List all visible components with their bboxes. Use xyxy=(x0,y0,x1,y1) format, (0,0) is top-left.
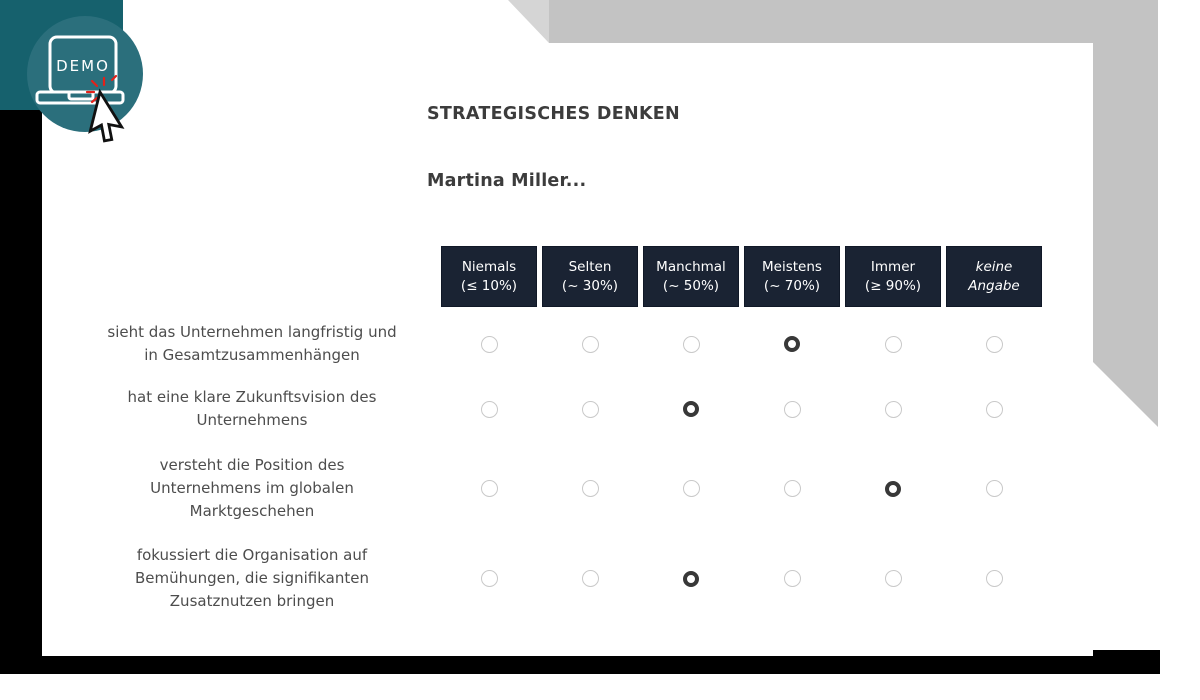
click-burst-icon xyxy=(85,74,118,104)
radio-row2-col2[interactable] xyxy=(682,480,700,497)
matrix-cell xyxy=(542,386,638,432)
matrix-cell xyxy=(441,544,537,613)
gray-ribbon-shape xyxy=(549,0,1158,427)
black-left-frame xyxy=(0,110,42,674)
row-label-1: hat eine klare Zukunftsvision des Untern… xyxy=(127,388,377,429)
radio-row2-col3[interactable] xyxy=(783,480,801,497)
demo-badge: DEMO xyxy=(0,0,143,143)
radio-row2-col4-selected[interactable] xyxy=(885,480,901,497)
column-header-2: Manchmal (~ 50%) xyxy=(643,246,739,307)
black-bottom-frame xyxy=(0,656,1160,674)
demo-badge-label: DEMO xyxy=(56,57,110,75)
subject-name: Martina Miller... xyxy=(427,171,587,191)
radio-row0-col4[interactable] xyxy=(884,335,902,353)
row-label-2: versteht die Position des Unternehmens i… xyxy=(150,456,354,520)
rating-matrix: Niemals (≤ 10%) Selten (~ 30%) Manchmal (~ 50… xyxy=(0,246,1042,613)
matrix-cell xyxy=(542,321,638,367)
radio-row0-col3-selected[interactable] xyxy=(784,336,800,352)
radio-row1-col3[interactable] xyxy=(783,400,801,418)
radio-row1-col1[interactable] xyxy=(581,400,599,418)
radio-row2-col1[interactable] xyxy=(581,480,599,497)
matrix-cell xyxy=(542,454,638,523)
radio-row3-col5[interactable] xyxy=(985,570,1003,587)
matrix-row-0: sieht das Unternehmen langfristig und in… xyxy=(68,321,1042,367)
column-header-1: Selten (~ 30%) xyxy=(542,246,638,307)
matrix-cell xyxy=(643,544,739,613)
matrix-cell xyxy=(744,544,840,613)
matrix-cell xyxy=(845,454,941,523)
matrix-cell xyxy=(744,321,840,367)
matrix-cell xyxy=(744,386,840,432)
column-header-0: Niemals (≤ 10%) xyxy=(441,246,537,307)
radio-row1-col0[interactable] xyxy=(480,400,498,418)
page-title: STRATEGISCHES DENKEN xyxy=(427,104,680,124)
matrix-cell xyxy=(441,386,537,432)
cursor-icon xyxy=(88,88,125,143)
radio-row0-col2[interactable] xyxy=(682,335,700,353)
matrix-cell xyxy=(643,386,739,432)
radio-row2-col5[interactable] xyxy=(985,480,1003,497)
matrix-cell xyxy=(946,454,1042,523)
matrix-header-row: Niemals (≤ 10%) Selten (~ 30%) Manchmal (~ 50… xyxy=(441,246,1042,307)
radio-row0-col1[interactable] xyxy=(581,335,599,353)
radio-row1-col5[interactable] xyxy=(985,400,1003,418)
radio-row3-col2-selected[interactable] xyxy=(683,570,699,587)
matrix-cell xyxy=(845,544,941,613)
matrix-cell xyxy=(845,321,941,367)
matrix-row-2: versteht die Position des Unternehmens i… xyxy=(68,454,1042,523)
matrix-cell xyxy=(744,454,840,523)
radio-row0-col0[interactable] xyxy=(480,335,498,353)
matrix-row-1: hat eine klare Zukunftsvision des Untern… xyxy=(68,386,1042,432)
radio-row1-col4[interactable] xyxy=(884,400,902,418)
matrix-cell xyxy=(643,321,739,367)
column-header-3: Meistens (~ 70%) xyxy=(744,246,840,307)
row-label-0: sieht das Unternehmen langfristig und in… xyxy=(107,323,397,364)
radio-row1-col2-selected[interactable] xyxy=(683,401,699,417)
radio-row3-col3[interactable] xyxy=(783,570,801,587)
radio-row0-col5[interactable] xyxy=(985,335,1003,353)
matrix-cell xyxy=(542,544,638,613)
matrix-row-3: fokussiert die Organisation auf Bemühung… xyxy=(68,544,1042,613)
column-header-5: keine Angabe xyxy=(946,246,1042,307)
black-bottom-frame-step xyxy=(1093,650,1160,674)
radio-row3-col4[interactable] xyxy=(884,570,902,587)
row-label-3: fokussiert die Organisation auf Bemühung… xyxy=(134,546,369,610)
matrix-cell xyxy=(441,321,537,367)
matrix-cell xyxy=(441,454,537,523)
matrix-cell xyxy=(845,386,941,432)
radio-row3-col1[interactable] xyxy=(581,570,599,587)
matrix-cell xyxy=(946,544,1042,613)
matrix-cell xyxy=(643,454,739,523)
matrix-cell xyxy=(946,386,1042,432)
column-header-4: Immer (≥ 90%) xyxy=(845,246,941,307)
radio-row2-col0[interactable] xyxy=(480,480,498,497)
radio-row3-col0[interactable] xyxy=(480,570,498,587)
gray-ribbon-light-triangle xyxy=(508,0,549,43)
matrix-cell xyxy=(946,321,1042,367)
